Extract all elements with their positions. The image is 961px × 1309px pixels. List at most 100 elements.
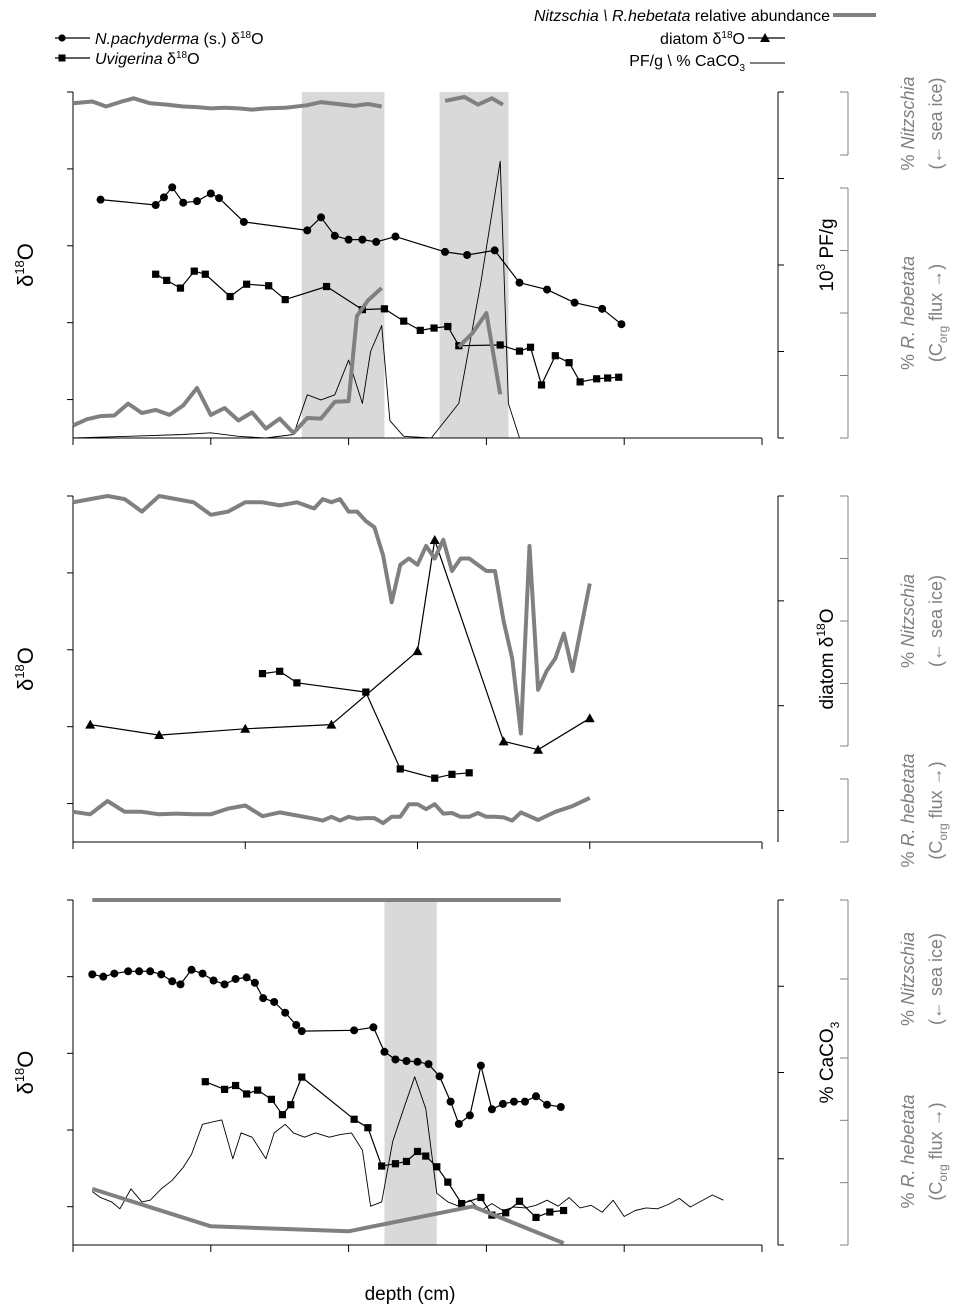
data-point (593, 375, 601, 383)
series-r-hebetata (72, 286, 384, 435)
nitzschia-sublabel: (← sea ice) (926, 933, 946, 1025)
series-nitzschia (444, 95, 504, 107)
series-nitzschia (72, 494, 592, 736)
data-point (400, 317, 408, 325)
data-point (163, 276, 171, 284)
series-r-hebetata (457, 311, 503, 395)
hebetata-label: % R. hebetata (898, 753, 918, 867)
data-point (154, 730, 165, 740)
data-point (402, 1157, 411, 1166)
data-point (215, 194, 224, 203)
data-point (350, 1026, 359, 1035)
data-point (176, 980, 185, 989)
series-line (91, 1186, 565, 1245)
data-point (570, 298, 579, 307)
nitzschia-label: % Nitzschia (898, 76, 918, 170)
series-r-hebetata (72, 796, 591, 826)
y-axis-label-d18O: δ18O (12, 1051, 38, 1095)
data-point (490, 246, 499, 255)
data-point (444, 322, 452, 331)
shaded-interval-1 (301, 92, 385, 438)
series-line (92, 1076, 724, 1217)
data-point (463, 251, 472, 260)
data-point (396, 765, 404, 773)
data-point (433, 1163, 441, 1171)
data-point (537, 381, 546, 389)
data-point (551, 352, 559, 360)
shaded-interval-1 (384, 900, 437, 1245)
data-point (465, 1111, 474, 1120)
data-point (446, 1097, 455, 1106)
data-point (231, 974, 240, 983)
data-point (265, 282, 273, 290)
data-point (201, 1078, 209, 1086)
data-point (267, 1095, 276, 1103)
data-point (515, 1197, 524, 1205)
data-point (85, 719, 96, 729)
data-point (422, 1152, 430, 1160)
data-point (556, 1103, 565, 1111)
data-point (532, 1092, 541, 1101)
series-n-pachyderma-s-18o (96, 183, 626, 329)
series-line (72, 160, 762, 439)
data-point (276, 667, 284, 675)
data-point (322, 282, 331, 291)
data-point (576, 378, 584, 386)
data-point (378, 1162, 386, 1170)
right-axis-label: % CaCO3 (817, 1021, 842, 1103)
data-point (391, 1160, 400, 1168)
data-point (498, 736, 509, 746)
hebetata-axis: % R. hebetata (Corg flux →) (840, 753, 950, 868)
data-point (502, 1209, 510, 1217)
right-axis-label: 103 PF/g (814, 218, 838, 291)
series-line (457, 311, 503, 395)
data-point (465, 769, 473, 777)
panel-c: δ18O % CaCO3 % Nitzschia (← sea ice) % R. he… (12, 898, 950, 1252)
data-point (496, 341, 504, 349)
data-point (250, 978, 259, 987)
data-point (168, 183, 177, 192)
nitzschia-axis: % Nitzschia (← sea ice) (840, 76, 946, 171)
series-line (444, 95, 504, 107)
data-point (179, 198, 188, 207)
data-point (364, 1124, 372, 1132)
data-point (543, 1100, 552, 1109)
data-point (498, 1099, 507, 1108)
data-point (391, 1055, 400, 1064)
legend-pfg: PF/g \ % CaCO3 (629, 53, 745, 74)
nitzschia-axis: % Nitzschia (← sea ice) (840, 899, 946, 1059)
legend-npach: N.pachyderma (s.) δ18O (95, 30, 264, 48)
data-point (476, 1061, 485, 1070)
data-point (159, 193, 168, 202)
series-r-hebetata (91, 1186, 565, 1245)
series-line (72, 286, 384, 435)
nitzschia-label: % Nitzschia (898, 574, 918, 668)
y-axis-label-d18O: δ18O (12, 647, 38, 691)
data-point (157, 970, 166, 979)
data-point (391, 232, 400, 241)
data-point (402, 1057, 411, 1065)
data-point (369, 1023, 378, 1032)
data-point (520, 1097, 529, 1106)
data-point (559, 1206, 568, 1215)
data-point (96, 195, 105, 204)
legend-nitz: Nitzschia \ R.hebetata relative abundanc… (534, 8, 830, 25)
x-axis-label: depth (cm) (365, 1284, 456, 1305)
data-point (254, 1086, 262, 1094)
data-point (435, 1072, 444, 1081)
series-line (72, 796, 591, 826)
data-point (297, 1027, 306, 1036)
series-line (72, 96, 383, 112)
data-point (326, 719, 337, 729)
nitzschia-axis: % Nitzschia (← sea ice) (840, 495, 946, 747)
data-point (350, 1115, 358, 1123)
data-point (176, 284, 185, 292)
data-point (380, 1047, 389, 1056)
data-point (598, 304, 607, 313)
data-point (477, 1193, 485, 1202)
nitzschia-sublabel: (← sea ice) (926, 77, 946, 169)
data-point (293, 679, 301, 687)
data-point (454, 1119, 463, 1128)
data-point (281, 1008, 290, 1017)
data-point (242, 973, 251, 982)
